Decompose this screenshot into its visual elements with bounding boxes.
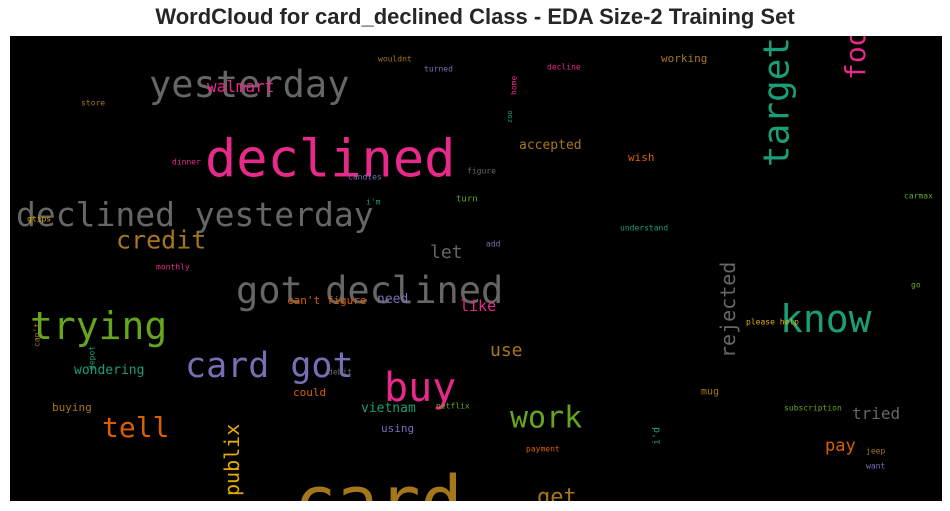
word-declined: declined: [205, 130, 455, 190]
word-working: working: [661, 52, 707, 65]
chart-title: WordCloud for card_declined Class - EDA …: [155, 4, 795, 29]
word-declined-yesterday: declined yesterday: [16, 195, 374, 234]
word-subscription: subscription: [784, 404, 842, 413]
word-qtips: qtips: [27, 215, 51, 224]
word-buying: buying: [52, 401, 92, 414]
word-tried: tried: [852, 404, 900, 423]
word-candles: candles: [348, 173, 382, 182]
word-walmart: walmart: [207, 77, 274, 96]
word-card: card: [294, 461, 463, 501]
word-using: using: [381, 422, 414, 435]
word-can-t: can't: [33, 323, 42, 347]
word-food: food: [839, 36, 872, 80]
word-get: get: [537, 485, 577, 501]
word-go: go: [911, 281, 921, 290]
word-zoo: zoo: [506, 110, 514, 123]
word-i-m: i'm: [366, 198, 381, 207]
word-home: home: [510, 76, 519, 95]
word-i-d: i'd: [651, 427, 662, 445]
word-wouldnt: wouldnt: [378, 55, 412, 64]
word-could: could: [293, 386, 326, 399]
word-rejected: rejected: [716, 262, 740, 358]
word-let: let: [430, 242, 463, 263]
word-figure: figure: [467, 167, 496, 176]
word-work: work: [510, 401, 582, 436]
wordcloud-svg: card declined yesterday declined yesterday g…: [16, 36, 933, 501]
word-accepted: accepted: [519, 138, 582, 153]
word-please-help: please help: [746, 318, 799, 327]
word-target: target: [757, 37, 798, 167]
word-need: need: [377, 292, 408, 307]
word-mug: mug: [701, 386, 719, 397]
word-pay: pay: [825, 436, 856, 456]
word-tell: tell: [102, 411, 169, 444]
word-buy: buy: [384, 365, 456, 411]
word-card-got: card got: [185, 346, 354, 386]
word-depot: depot: [88, 346, 97, 370]
word-wondering: wondering: [74, 363, 144, 378]
word-turn: turn: [456, 195, 478, 205]
wordcloud-canvas: card declined yesterday declined yesterday g…: [10, 36, 942, 501]
word-yesterday: yesterday: [149, 63, 349, 106]
word-wish: wish: [628, 151, 655, 164]
word-like: like: [460, 297, 496, 315]
word-can-t-figure: can't figure: [287, 294, 366, 307]
word-turned: turned: [424, 65, 453, 74]
word-know: know: [780, 297, 872, 341]
word-netflix: netflix: [436, 402, 470, 411]
word-carmax: carmax: [904, 192, 933, 201]
word-trying: trying: [30, 304, 167, 348]
word-dinner: dinner: [172, 158, 201, 167]
word-debit: debit: [328, 368, 352, 377]
word-got-declined: got declined: [236, 269, 503, 312]
word-vietnam: vietnam: [361, 401, 416, 416]
word-monthly: monthly: [156, 263, 190, 272]
word-decline: decline: [547, 63, 581, 72]
word-want: want: [866, 462, 885, 471]
word-jeep: jeep: [866, 447, 885, 456]
word-payment: payment: [526, 445, 560, 454]
word-publix: publix: [220, 424, 244, 496]
word-add: add: [486, 240, 501, 249]
word-understand: understand: [620, 224, 668, 233]
word-credit: credit: [116, 225, 206, 254]
word-use: use: [490, 340, 523, 361]
word-store: store: [81, 99, 105, 108]
